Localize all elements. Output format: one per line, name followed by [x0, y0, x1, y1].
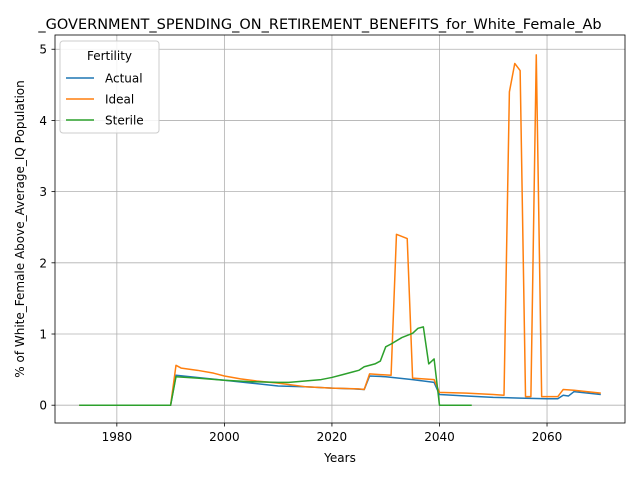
y-axis: 0 1 2 3 4 5 [39, 43, 55, 413]
legend-label-actual: Actual [105, 72, 143, 86]
y-tick-label-0: 0 [39, 399, 47, 413]
plot-area-frame [54, 34, 626, 424]
x-tick-label-1: 2000 [209, 430, 240, 444]
series-lines [79, 54, 601, 406]
legend-label-sterile: Sterile [105, 114, 144, 128]
y-tick-label-2: 2 [39, 256, 47, 270]
x-axis-label: Years [323, 451, 356, 465]
y-tick-label-5: 5 [39, 43, 47, 57]
legend-label-ideal: Ideal [105, 93, 134, 107]
x-tick-label-0: 1980 [102, 430, 133, 444]
grid-lines [55, 35, 625, 423]
legend-title: Fertility [87, 49, 132, 63]
x-tick-label-2: 2020 [317, 430, 348, 444]
x-axis: 1980 2000 2020 2040 2060 [102, 423, 563, 444]
y-tick-label-1: 1 [39, 328, 47, 342]
x-tick-label-3: 2040 [424, 430, 455, 444]
legend-box [59, 40, 160, 134]
x-tick-label-4: 2060 [532, 430, 563, 444]
legend: Fertility Actual Ideal Sterile [59, 40, 160, 134]
chart-title: _GOVERNMENT_SPENDING_ON_RETIREMENT_BENEF… [37, 17, 601, 33]
y-tick-label-3: 3 [39, 185, 47, 199]
y-axis-label: % of White_Female Above_Average_IQ Popul… [13, 80, 27, 377]
y-tick-label-4: 4 [39, 114, 47, 128]
series-line-ideal [79, 54, 601, 406]
series-line-sterile [79, 326, 472, 406]
